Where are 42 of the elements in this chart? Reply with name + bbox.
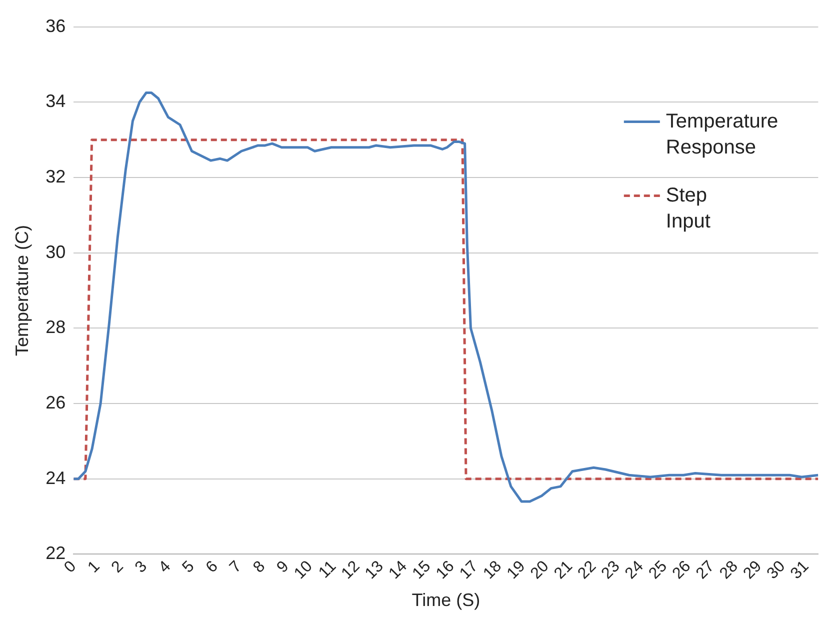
x-tick-label: 27 [693,558,718,583]
y-tick-label: 28 [46,317,66,338]
x-tick-label: 18 [480,558,506,583]
x-tick-label: 23 [598,558,624,583]
x-tick-label: 15 [410,558,434,583]
y-tick-label: 26 [46,392,66,413]
x-tick-label: 2 [108,558,127,576]
x-axis-title: Time (S) [412,590,480,610]
y-axis-title: Temperature (C) [12,224,32,356]
x-tick-label: 7 [226,558,246,576]
x-tick-label: 24 [622,558,647,583]
x-tick-label: 13 [362,558,387,583]
x-tick-label: 9 [274,558,292,576]
x-tick-label: 20 [528,558,552,583]
x-tick-label: 4 [156,558,174,576]
x-tick-label: 26 [670,558,694,583]
x-tick-label: 12 [338,558,364,583]
x-tick-label: 28 [716,558,742,583]
y-tick-label: 34 [46,91,66,112]
y-tick-label: 30 [46,242,66,262]
y-tick-label: 32 [46,166,66,186]
x-tick-label: 8 [250,558,269,576]
x-tick-label: 29 [740,558,766,583]
x-tick-label: 17 [456,558,482,583]
x-tick-label: 25 [646,558,671,583]
legend-label: Temperature Response [666,110,778,158]
x-tick-label: 19 [504,558,529,583]
x-tick-label: 1 [84,558,104,576]
x-tick-label: 5 [179,558,198,576]
x-tick-label: 3 [132,558,151,576]
x-tick-label: 31 [788,558,812,583]
x-tick-label: 11 [316,558,340,582]
x-tick-label: 14 [386,558,411,583]
x-tick-label: 6 [203,558,222,576]
x-tick-label: 21 [551,558,576,583]
x-tick-label: 30 [764,558,789,583]
y-tick-label: 36 [46,16,66,36]
legend-label: Step Input [666,184,711,232]
y-tick-label: 24 [46,468,66,488]
x-tick-label: 10 [291,558,316,583]
x-tick-label: 22 [574,558,600,583]
x-tick-label: 16 [433,558,458,583]
